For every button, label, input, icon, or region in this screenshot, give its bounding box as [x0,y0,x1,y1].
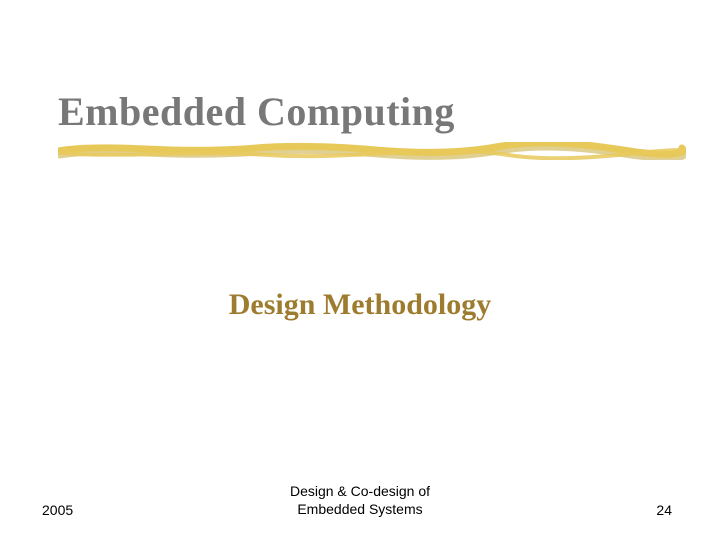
underline-svg [58,142,686,160]
slide: Embedded Computing Design Methodology 20… [0,0,720,540]
slide-subtitle: Design Methodology [0,288,720,322]
slide-title: Embedded Computing [58,88,455,135]
title-underline [58,142,686,160]
footer-center: Design & Co-design of Embedded Systems [0,483,720,518]
footer-center-line2: Embedded Systems [0,501,720,519]
footer-center-line1: Design & Co-design of [0,483,720,501]
slide-footer: 2005 Design & Co-design of Embedded Syst… [0,478,720,518]
footer-page-number: 24 [656,502,672,518]
